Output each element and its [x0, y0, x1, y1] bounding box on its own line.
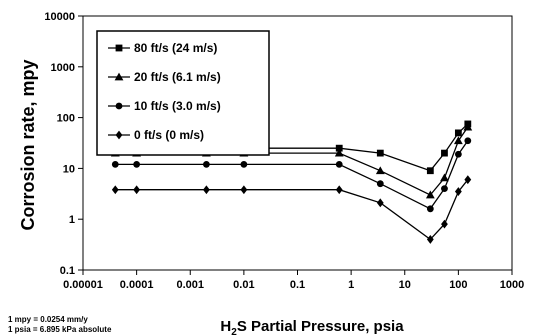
data-point	[441, 149, 448, 157]
data-point	[334, 148, 344, 157]
data-point	[376, 180, 384, 188]
data-point	[335, 144, 343, 152]
y-tick-label: 100	[57, 113, 75, 125]
data-point	[454, 129, 462, 137]
legend-marker	[115, 130, 123, 140]
x-tick-label: 100	[449, 279, 467, 291]
series-line	[115, 140, 469, 210]
data-point	[426, 205, 434, 213]
axis-ticks: 0.00001 0.0001 0.001 0.01 0.1 1 10 100 1000 0.1 1 1…	[44, 11, 524, 291]
data-point	[441, 219, 448, 229]
y-tick-label: 1000	[51, 62, 75, 74]
data-point	[133, 185, 141, 195]
x-tick-label: 0.1	[290, 279, 305, 291]
y-tick-label: 10000	[44, 11, 75, 23]
data-point	[240, 160, 248, 168]
x-tick-label: 1000	[500, 279, 524, 291]
data-point	[202, 185, 210, 195]
data-point	[111, 160, 119, 168]
x-axis-title: H2S Partial Pressure, psia	[220, 318, 404, 336]
data-point	[376, 149, 384, 157]
series-diamond	[111, 175, 472, 244]
data-point	[426, 167, 434, 175]
x-axis-title-h: H	[220, 318, 231, 335]
x-tick-label: 1	[348, 279, 354, 291]
legend-marker	[114, 72, 124, 81]
data-point	[464, 137, 472, 145]
data-point	[454, 150, 462, 158]
y-tick-label: 10	[63, 163, 75, 175]
data-point	[453, 136, 463, 145]
legend-label: 20 ft/s (6.1 m/s)	[134, 70, 221, 84]
legend-label: 0 ft/s (0 m/s)	[134, 128, 204, 142]
data-point	[335, 160, 343, 168]
legend: 80 ft/s (24 m/s) 20 ft/s (6.1 m/s) 10 ft/s…	[96, 30, 270, 156]
data-point	[425, 190, 435, 199]
data-point	[426, 235, 434, 244]
data-point	[335, 185, 343, 195]
legend-label: 10 ft/s (3.0 m/s)	[134, 99, 221, 113]
data-point	[441, 185, 448, 193]
y-axis-title: Corrosion rate, mpy	[18, 59, 38, 230]
legend-marker	[115, 44, 123, 52]
legend-box	[96, 30, 270, 156]
legend-label: 80 ft/s (24 m/s)	[134, 41, 217, 55]
conversion-note-mpy: 1 mpy = 0.0254 mm/y	[8, 315, 88, 324]
data-point	[454, 187, 462, 196]
y-tick-label: 0.1	[60, 265, 75, 277]
x-tick-label: 0.001	[176, 279, 204, 291]
data-point	[463, 122, 473, 131]
x-axis-title-subscript: 2	[231, 327, 237, 336]
legend-marker	[115, 102, 123, 110]
y-tick-label: 1	[69, 214, 75, 226]
data-point	[375, 166, 385, 175]
x-tick-label: 0.0001	[120, 279, 154, 291]
x-axis-title-rest: S Partial Pressure, psia	[237, 318, 404, 335]
data-point	[202, 160, 210, 168]
x-tick-label: 0.00001	[63, 279, 103, 291]
data-point	[240, 185, 248, 195]
data-point	[440, 173, 449, 182]
data-point	[464, 175, 472, 185]
x-tick-label: 10	[399, 279, 411, 291]
data-point	[376, 198, 384, 208]
x-tick-label: 0.01	[233, 279, 254, 291]
series-line	[115, 179, 469, 241]
data-point	[111, 185, 119, 195]
data-point	[133, 160, 141, 168]
series-circle	[111, 137, 472, 213]
conversion-note-psia: 1 psia = 6.895 kPa absolute	[8, 325, 112, 334]
